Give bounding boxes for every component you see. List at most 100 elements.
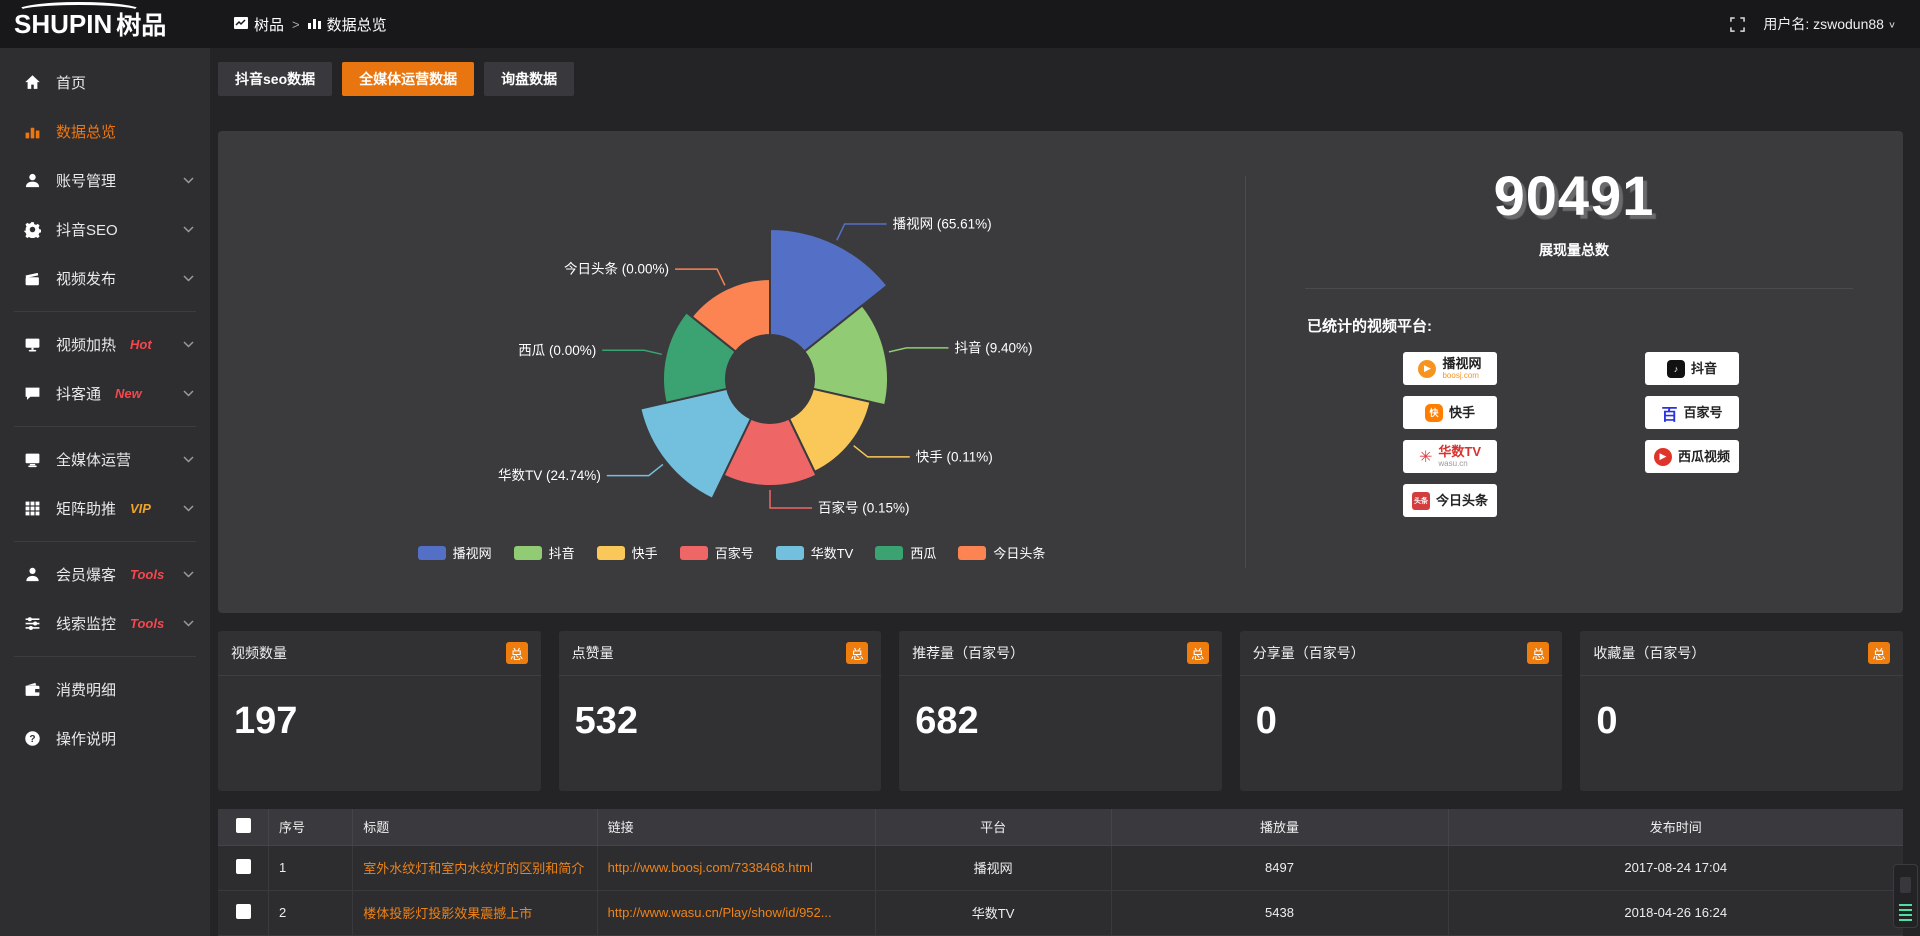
monitor-icon xyxy=(24,336,41,353)
stat-card-value: 682 xyxy=(915,700,979,742)
video-title-link[interactable]: 楼体投影灯投影效果震撼上市 xyxy=(363,906,533,921)
video-url-link[interactable]: http://www.boosj.com/7338468.html xyxy=(607,860,813,875)
tab-active[interactable]: 全媒体运营数据 xyxy=(342,62,475,96)
tab-item[interactable]: 抖音seo数据 xyxy=(218,62,333,96)
sidebar-item[interactable]: ? 操作说明 xyxy=(0,714,210,763)
floating-widget-handle xyxy=(1900,877,1911,893)
legend-item[interactable]: 播视网 xyxy=(417,543,492,562)
table-header-cell: 发布时间 xyxy=(1448,809,1903,846)
sidebar-item[interactable]: 视频发布 xyxy=(0,254,210,303)
sidebar-item[interactable]: 全媒体运营 xyxy=(0,435,210,484)
platform-name: 百家号 xyxy=(1683,405,1723,420)
pie-slice[interactable] xyxy=(639,387,753,501)
sidebar-item-badge: Hot xyxy=(130,337,152,352)
row-checkbox[interactable] xyxy=(235,903,251,919)
row-checkbox-cell xyxy=(218,845,270,891)
table-cell: 2 xyxy=(268,890,354,936)
fullscreen-icon[interactable] xyxy=(1730,16,1746,32)
stat-card: 视频数量 总 197 xyxy=(218,631,541,791)
platform-text: 华数TV wasu.cn xyxy=(1438,445,1481,468)
chevron-down-icon xyxy=(183,390,194,397)
pie-slice[interactable] xyxy=(802,304,889,407)
sidebar-item[interactable]: 数据总览 xyxy=(0,107,210,156)
chevron-down-icon xyxy=(183,177,194,184)
total-impressions-label: 展现量总数 xyxy=(1539,242,1609,258)
stat-total-badge: 总 xyxy=(1527,642,1550,664)
tab-item[interactable]: 询盘数据 xyxy=(484,62,575,96)
stat-card-header: 视频数量 总 xyxy=(218,631,541,676)
breadcrumb-item-home[interactable]: 树品 xyxy=(234,14,284,35)
breadcrumb-separator: > xyxy=(292,16,300,32)
sidebar-item[interactable]: 消费明细 xyxy=(0,665,210,714)
pie-label-line xyxy=(888,347,949,353)
pie-slice[interactable] xyxy=(662,310,738,405)
pie-slice[interactable] xyxy=(769,227,889,353)
rose-chart: 播视网 (65.61%) 抖音 (9.40%) 快手 (0.11%) 百家号 (0.1… xyxy=(498,217,1032,516)
table-header-cell xyxy=(218,809,270,846)
sidebar-item[interactable]: 抖客通 New xyxy=(0,369,210,418)
pie-label: 百家号 (0.15%) xyxy=(818,500,910,516)
platform-name: 播视网 xyxy=(1442,356,1482,371)
table-cell: 5438 xyxy=(1111,890,1449,936)
sidebar-item[interactable]: 矩阵助推 VIP xyxy=(0,484,210,533)
pie-label-line xyxy=(675,268,726,286)
platform-name: 快手 xyxy=(1448,405,1475,420)
gear-icon xyxy=(24,221,41,238)
legend-label: 华数TV xyxy=(810,546,854,561)
chevron-down-icon xyxy=(183,505,194,512)
sidebar-item[interactable]: 线索监控 Tools xyxy=(0,599,210,648)
legend-item[interactable]: 华数TV xyxy=(775,543,854,562)
person-icon xyxy=(24,566,41,583)
chevron-down-icon xyxy=(183,341,194,348)
sidebar-item[interactable]: 首页 xyxy=(0,58,210,107)
video-link-cell: http://www.wasu.cn/Play/show/id/952... xyxy=(597,890,876,936)
video-title-link[interactable]: 室外水纹灯和室内水纹灯的区别和简介 xyxy=(363,861,585,876)
chevron-down-icon xyxy=(183,226,194,233)
tab-bar: 抖音seo数据 全媒体运营数据 询盘数据 xyxy=(218,62,1920,96)
legend-label: 播视网 xyxy=(452,546,492,561)
video-url-link[interactable]: http://www.wasu.cn/Play/show/id/952... xyxy=(607,905,832,920)
legend-swatch xyxy=(875,545,904,560)
stat-card-label: 收藏量（百家号） xyxy=(1593,645,1706,661)
chevron-down-icon xyxy=(183,620,194,627)
user-icon xyxy=(24,172,41,189)
pie-label-line xyxy=(853,445,910,458)
row-checkbox[interactable] xyxy=(235,858,251,874)
sidebar-item[interactable]: 抖音SEO xyxy=(0,205,210,254)
stat-total-badge: 总 xyxy=(1186,642,1209,664)
rose-chart-area: 播视网 (65.61%) 抖音 (9.40%) 快手 (0.11%) 百家号 (0.1… xyxy=(218,131,1245,613)
table-cell: 1 xyxy=(268,845,354,891)
sidebar-item[interactable]: 视频加热 Hot xyxy=(0,320,210,369)
user-menu[interactable]: 用户名: zswodun88 ∨ xyxy=(1763,16,1896,32)
chevron-down-icon: ∨ xyxy=(1887,19,1896,30)
legend-item[interactable]: 百家号 xyxy=(679,543,754,562)
video-title-cell: 楼体投影灯投影效果震撼上市 xyxy=(352,890,598,936)
breadcrumb-item-current[interactable]: 数据总览 xyxy=(307,14,387,35)
legend-item[interactable]: 快手 xyxy=(596,543,658,562)
platform-text: 快手 xyxy=(1449,406,1475,419)
panel-divider xyxy=(1245,176,1246,568)
platform-logo-icon: 快 xyxy=(1424,403,1443,422)
sidebar-item-label: 抖音SEO xyxy=(56,222,118,239)
sidebar-item-label: 矩阵助推 xyxy=(56,501,117,518)
breadcrumb: 树品 > 数据总览 xyxy=(234,14,387,35)
pie-label: 抖音 (9.40%) xyxy=(954,339,1032,355)
table-cell: 8497 xyxy=(1111,845,1449,891)
table-cell: 播视网 xyxy=(875,845,1112,891)
select-all-checkbox[interactable] xyxy=(235,817,251,833)
stat-card-header: 点赞量 总 xyxy=(558,631,882,676)
legend-label: 西瓜 xyxy=(910,546,937,561)
table-row: 2 楼体投影灯投影效果震撼上市 http://www.wasu.cn/Play/sh… xyxy=(218,890,1903,936)
floating-widget[interactable] xyxy=(1893,864,1918,928)
sidebar-item[interactable]: 会员爆客 Tools xyxy=(0,550,210,599)
app-logo: SHUPIN 树品 xyxy=(0,0,210,48)
sidebar-item[interactable]: 账号管理 xyxy=(0,156,210,205)
sidebar-item-badge: Tools xyxy=(130,567,165,582)
pie-slice[interactable] xyxy=(690,277,771,353)
legend-item[interactable]: 今日头条 xyxy=(958,543,1045,562)
legend-item[interactable]: 抖音 xyxy=(513,543,575,562)
platform-badge: ▶ 西瓜视频 xyxy=(1645,440,1739,473)
videos-table: 序号 标题 链接 平台 播放量 发布时间 1 室外水纹灯和室内水纹灯的区别和简介 http:/… xyxy=(218,809,1903,936)
video-title-cell: 室外水纹灯和室内水纹灯的区别和简介 xyxy=(352,845,598,891)
legend-item[interactable]: 西瓜 xyxy=(875,543,936,562)
